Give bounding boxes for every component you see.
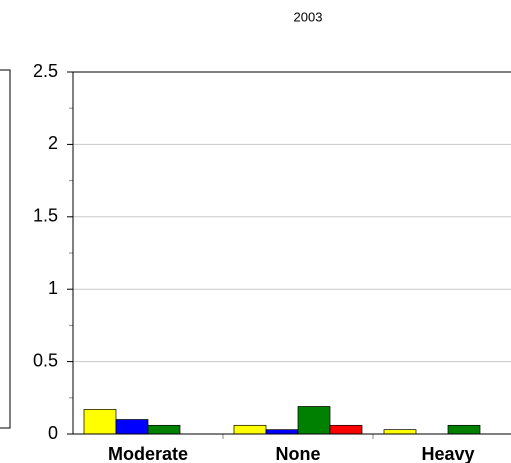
x-tick-label: None [276, 444, 321, 463]
y-tick-label: 2 [48, 133, 58, 153]
y-tick-label: 2.5 [33, 61, 58, 81]
x-tick-label: Heavy [421, 444, 474, 463]
legend-box-edge [0, 69, 11, 429]
y-tick-label: 1 [48, 278, 58, 298]
x-tick-label: Moderate [108, 444, 188, 463]
bar [383, 429, 417, 435]
bar [83, 409, 117, 435]
bar [233, 424, 267, 435]
chart-title: 2003 [294, 9, 323, 24]
bar [329, 424, 363, 435]
y-tick-label: 0 [48, 423, 58, 443]
bar [447, 424, 481, 435]
bar [265, 429, 299, 435]
bar [297, 406, 331, 435]
bar [147, 424, 181, 435]
y-tick-label: 1.5 [33, 206, 58, 226]
y-tick-label: 0.5 [33, 350, 58, 370]
bar [115, 419, 149, 435]
